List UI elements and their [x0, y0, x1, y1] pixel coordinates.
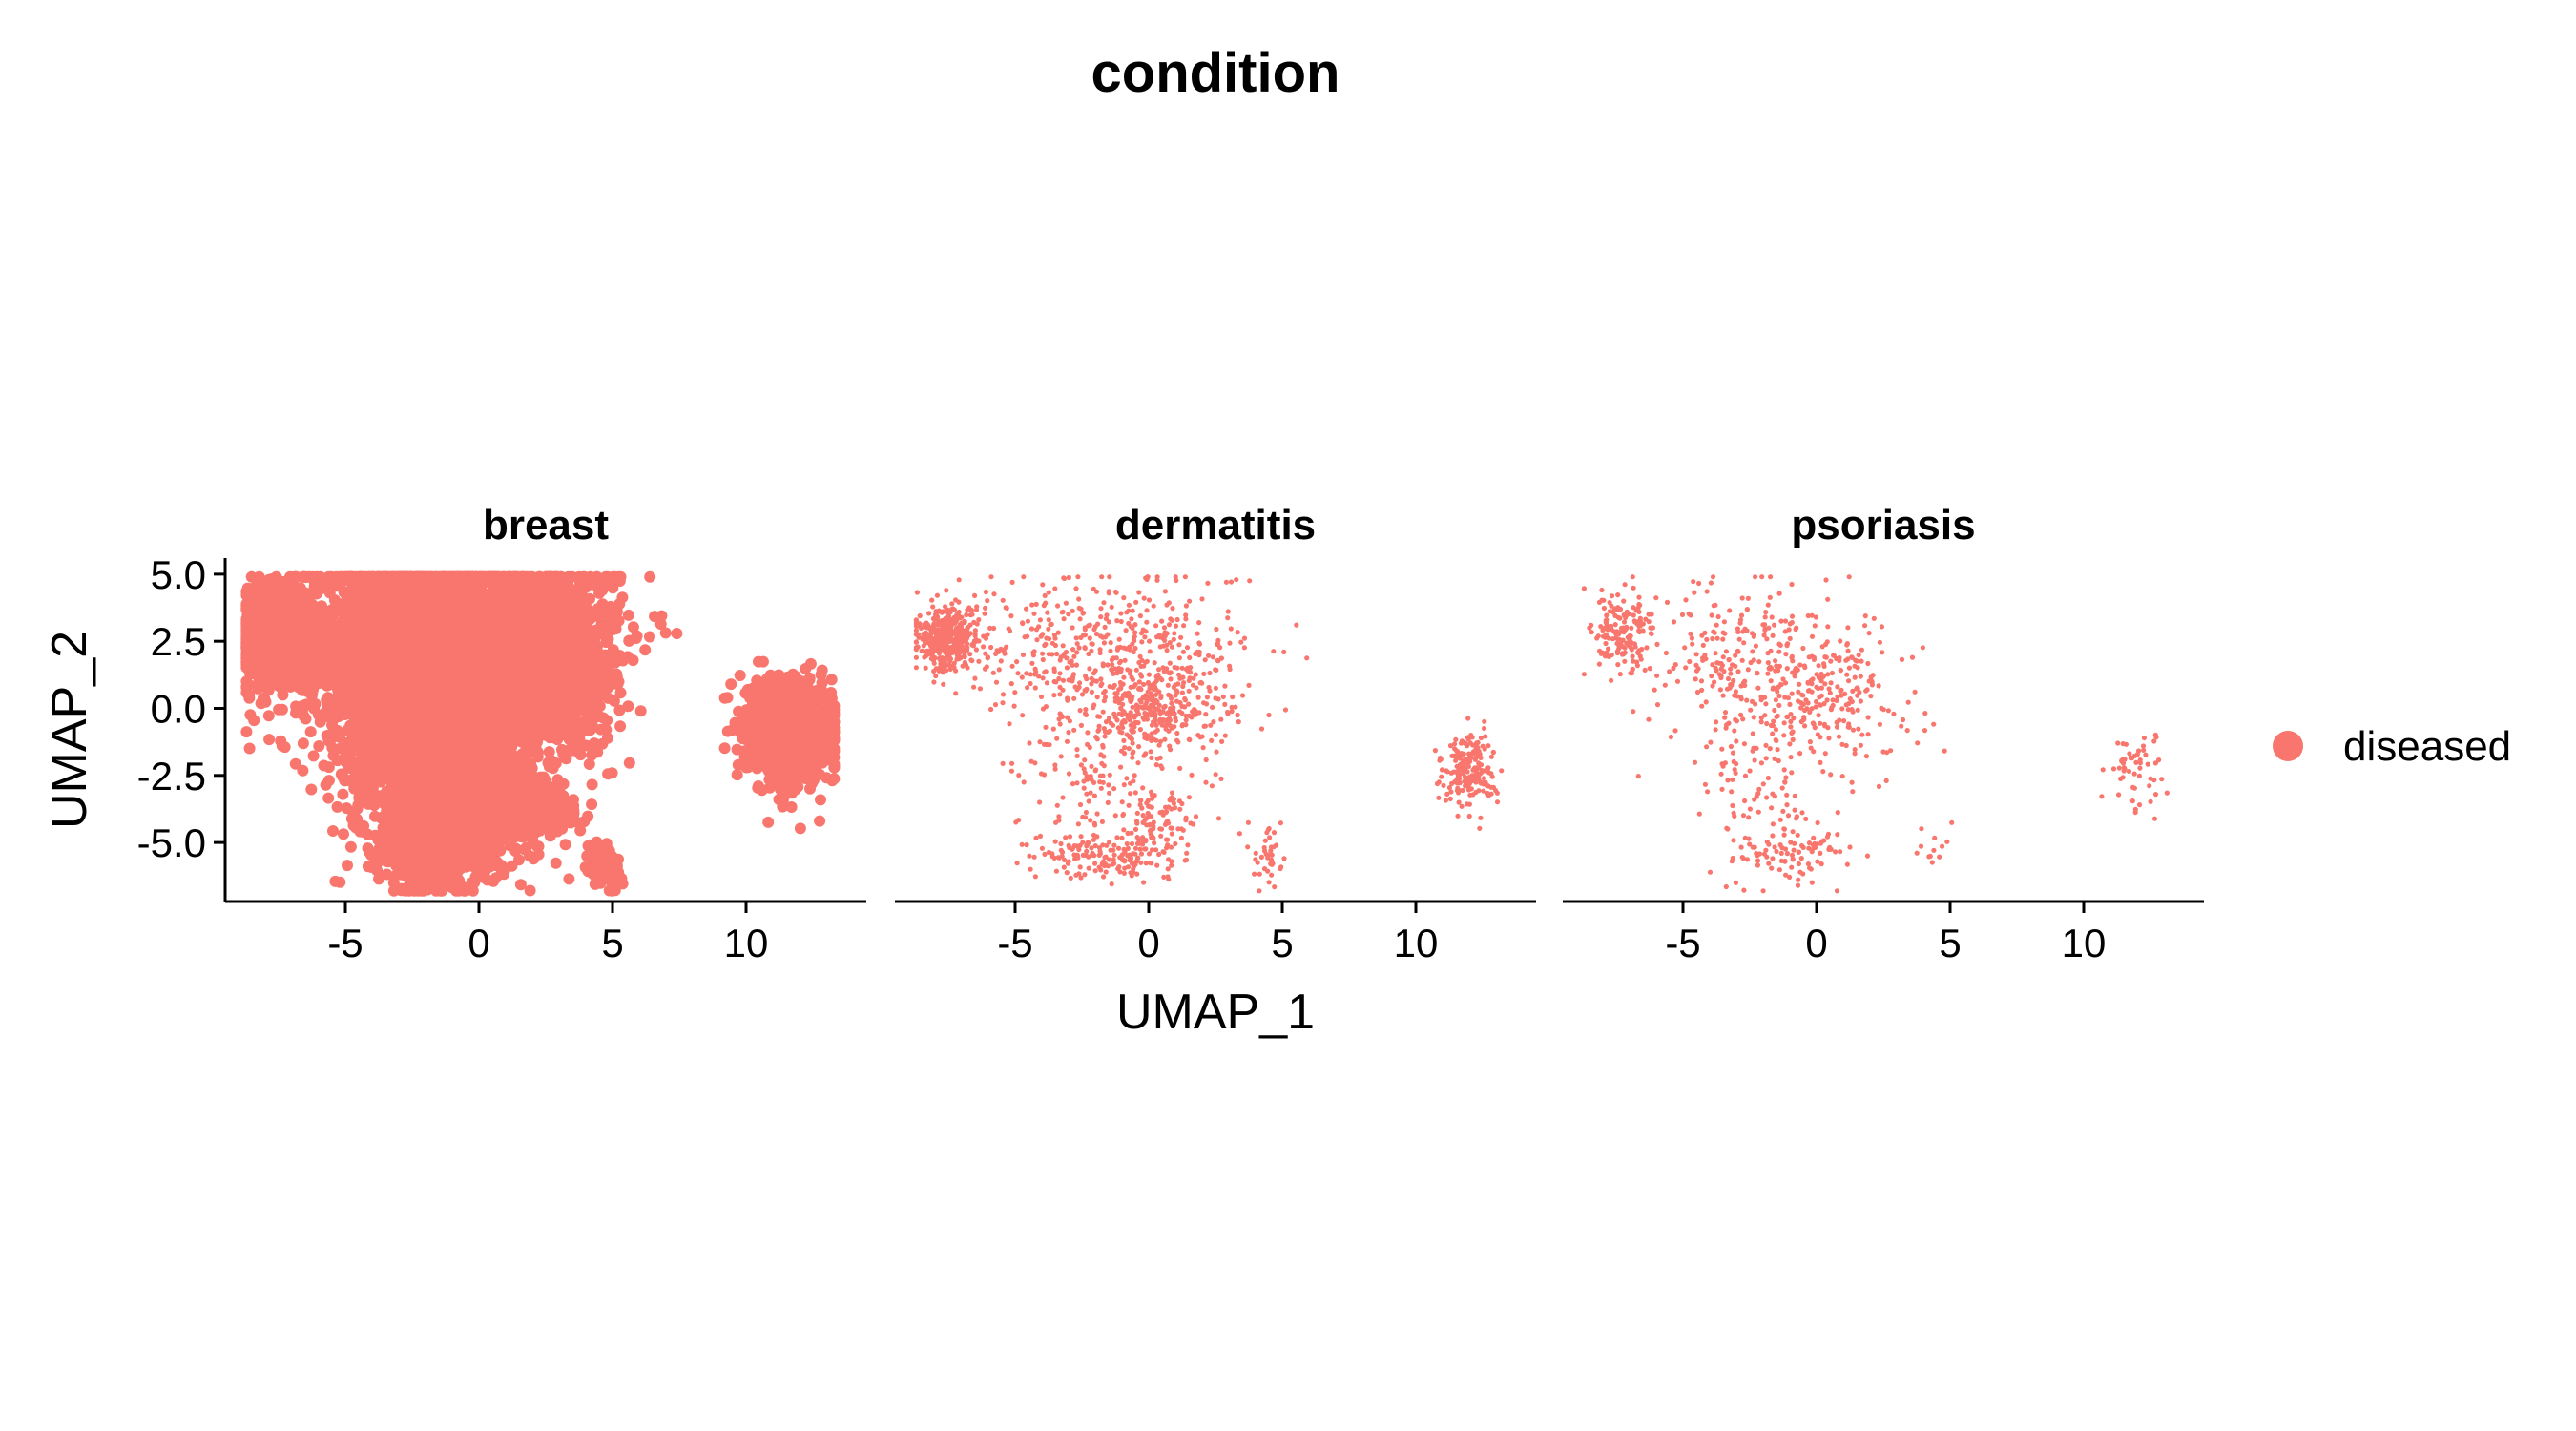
facet-breast: breast-5 0 5 105.02.50.0-2.5-5.0 [137, 502, 866, 965]
data-point [338, 587, 350, 598]
data-point [599, 649, 612, 661]
data-point [243, 689, 256, 701]
data-point [271, 619, 283, 632]
data-point [277, 689, 289, 701]
data-point [246, 646, 259, 658]
data-point [299, 646, 311, 658]
data-point [260, 695, 272, 708]
data-point [379, 570, 390, 583]
data-point [240, 675, 253, 688]
data-point [245, 570, 258, 583]
data-point [285, 603, 298, 615]
data-point [257, 633, 268, 646]
data-point [275, 649, 287, 661]
data-point [363, 591, 375, 603]
data-point [310, 588, 322, 600]
data-point [353, 588, 365, 600]
data-point [343, 629, 355, 641]
data-point [299, 595, 311, 607]
data-point [331, 621, 343, 633]
data-point [309, 697, 322, 710]
data-point [264, 594, 277, 607]
data-point [244, 709, 257, 721]
data-point [297, 737, 309, 750]
data-point [248, 582, 260, 594]
data-point [310, 570, 322, 583]
data-point [606, 767, 618, 779]
data-point [313, 740, 325, 752]
data-point [263, 641, 276, 653]
data-point [671, 628, 683, 639]
data-point [291, 673, 303, 685]
data-point [284, 642, 297, 654]
data-point [341, 570, 353, 583]
data-point [390, 570, 403, 583]
facets: breast-5 0 5 105.02.50.0-2.5-5.0dermatitis-… [137, 502, 2204, 965]
data-point [363, 611, 375, 623]
data-point [634, 705, 647, 717]
data-point [262, 684, 275, 696]
data-point [240, 726, 253, 738]
points-breast [240, 570, 841, 897]
data-point [586, 778, 598, 791]
data-point [302, 610, 315, 622]
data-point [241, 626, 254, 638]
data-point [263, 734, 276, 746]
data-point [262, 612, 275, 623]
data-point [321, 583, 333, 595]
data-point [243, 742, 256, 755]
data-point [259, 670, 271, 682]
data-point [284, 585, 297, 597]
data-point [351, 578, 364, 591]
data-point [311, 632, 322, 644]
data-point [300, 713, 312, 725]
data-point [262, 710, 275, 722]
data-point [345, 616, 358, 629]
data-point [623, 757, 635, 769]
facet-label-breast: breast [483, 502, 609, 549]
data-point [276, 604, 288, 616]
data-point [337, 604, 349, 616]
data-point [268, 668, 280, 680]
data-point [276, 703, 288, 716]
data-point [272, 586, 284, 598]
data-point [295, 618, 307, 631]
data-point [240, 615, 253, 627]
chart-title: condition [1091, 42, 1340, 104]
data-point [240, 655, 253, 668]
